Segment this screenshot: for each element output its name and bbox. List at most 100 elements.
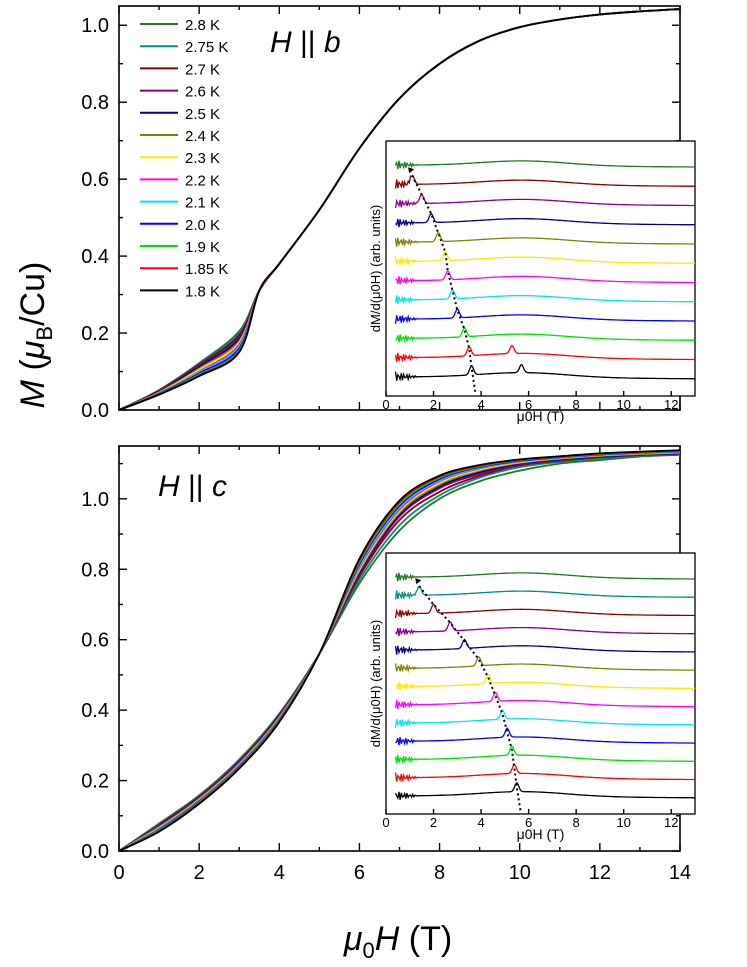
top-inset-traces xyxy=(394,160,695,382)
legend-label: 2.3 K xyxy=(185,150,220,167)
legend-label: 2.1 K xyxy=(185,195,220,212)
x-label-sub: 0 xyxy=(362,938,374,963)
x-tick-label: 8 xyxy=(434,862,445,884)
x-tick-label: 12 xyxy=(589,862,611,884)
bottom-inset-trace xyxy=(394,585,695,600)
top-inset-trace xyxy=(394,251,695,267)
y-axis-label: M (μB/Cu) xyxy=(14,262,57,409)
top-inset-x-tick-label: 2 xyxy=(430,397,437,412)
top-inset: 0 2 4 6 8 10 12 μ0H (T) dM/d(μ0H) (arb. units) xyxy=(368,140,696,424)
top-y-tick-label: 0.8 xyxy=(81,92,109,114)
top-panel: 0.00.20.40.60.81.0 2.8 K2.75 K2.7 K2.6 K2… xyxy=(81,5,696,424)
x-label-unit: (T) xyxy=(399,920,452,958)
top-series-line xyxy=(119,8,680,410)
x-label-mu: μ xyxy=(343,920,363,958)
bottom-inset-trace xyxy=(395,621,695,637)
bottom-annotation-H: H xyxy=(158,470,180,503)
top-inset-x-tick-label: 6 xyxy=(525,397,532,412)
top-y-tick-label: 0.4 xyxy=(81,246,109,268)
bottom-inset-trace xyxy=(394,656,696,674)
top-y-tick-label: 0.0 xyxy=(81,400,109,422)
top-inset-trace xyxy=(394,174,695,189)
legend-label: 1.8 K xyxy=(185,283,220,300)
x-tick-label: 10 xyxy=(509,862,531,884)
bottom-inset-x-tick-label: 8 xyxy=(573,815,580,830)
top-annotation-rel: || xyxy=(292,26,324,59)
x-tick-label: 4 xyxy=(274,862,285,884)
bottom-inset-x-tick-label: 6 xyxy=(525,815,532,830)
bottom-inset-trace xyxy=(395,727,695,746)
x-tick-label: 14 xyxy=(669,862,691,884)
legend-label: 2.75 K xyxy=(185,39,228,56)
top-inset-x-tick-label: 12 xyxy=(664,397,678,412)
top-inset-trace xyxy=(395,326,695,344)
bottom-series-group xyxy=(119,449,680,851)
bottom-series-line xyxy=(119,449,680,851)
x-axis-label: μ0H (T) xyxy=(343,920,452,963)
legend-label: 2.5 K xyxy=(185,106,220,123)
bottom-inset-trace xyxy=(394,691,695,710)
legend-label: 2.8 K xyxy=(185,17,220,34)
x-tick-label: 0 xyxy=(113,862,124,884)
top-inset-x-tick-label: 4 xyxy=(477,397,484,412)
y-label-close: /Cu) xyxy=(14,262,52,326)
bottom-inset-trace xyxy=(395,674,695,691)
top-inset-trace xyxy=(394,308,695,324)
top-y-tick-label: 1.0 xyxy=(81,15,109,37)
top-inset-trace xyxy=(395,270,695,285)
y-label-M: M xyxy=(14,379,52,408)
x-tick-label: 6 xyxy=(354,862,365,884)
top-inset-trace xyxy=(395,212,695,228)
bottom-inset-trace xyxy=(394,781,695,801)
bottom-inset: 0 2 4 6 8 10 12 μ0H (T) dM/d(μ0H) (arb. units) xyxy=(368,552,696,842)
bottom-inset-trace xyxy=(394,603,695,619)
top-annotation: H || b xyxy=(270,26,341,59)
bottom-inset-xlabel: μ0H (T) xyxy=(517,826,565,842)
bottom-y-tick-label: 0.4 xyxy=(81,700,109,722)
bottom-inset-trace xyxy=(394,638,695,655)
bottom-y-tick-label: 0.2 xyxy=(81,771,109,793)
bottom-inset-x-tick-label: 10 xyxy=(616,815,630,830)
bottom-inset-x-tick-label: 4 xyxy=(477,815,484,830)
top-series-group xyxy=(119,8,680,410)
top-inset-trace xyxy=(394,289,695,305)
top-inset-trace xyxy=(394,193,695,209)
top-annotation-H: H xyxy=(270,26,292,59)
x-label-H: H xyxy=(375,920,400,958)
top-inset-xlabel: μ0H (T) xyxy=(517,408,565,424)
bottom-y-tick-label: 1.0 xyxy=(81,489,109,511)
legend-label: 2.7 K xyxy=(185,61,220,78)
bottom-inset-trace xyxy=(394,572,695,582)
top-inset-trace xyxy=(394,160,695,170)
top-inset-trace xyxy=(394,344,695,363)
bottom-inset-trace xyxy=(394,745,695,765)
y-label-sub: B xyxy=(32,326,57,341)
legend-label: 2.2 K xyxy=(185,172,220,189)
bottom-inset-trace xyxy=(394,709,695,728)
legend-label: 2.4 K xyxy=(185,128,220,145)
bottom-annotation-axis: c xyxy=(212,470,227,503)
top-inset-ylabel: dM/d(μ0H) (arb. units) xyxy=(368,205,383,332)
bottom-inset-x-tick-label: 12 xyxy=(664,815,678,830)
bottom-y-tick-label: 0.6 xyxy=(81,630,109,652)
bottom-inset-trace xyxy=(394,763,695,783)
top-inset-guide xyxy=(411,174,477,395)
bottom-inset-ylabel: dM/d(μ0H) (arb. units) xyxy=(368,620,383,747)
top-inset-x-tick-label: 8 xyxy=(573,397,580,412)
legend-label: 2.6 K xyxy=(185,84,220,101)
top-inset-trace xyxy=(394,231,695,248)
bottom-annotation-rel: || xyxy=(180,470,212,503)
bottom-inset-x-tick-label: 2 xyxy=(430,815,437,830)
bottom-annotation: H || c xyxy=(158,470,227,503)
top-inset-x-tick-label: 0 xyxy=(382,397,389,412)
legend: 2.8 K 2.75 K 2.7 K 2.6 K 2.5 K 2.4 K 2.3 K 2.2 … xyxy=(140,17,228,300)
y-label-mu: μ xyxy=(14,340,52,360)
top-y-tick-label: 0.6 xyxy=(81,169,109,191)
bottom-y-tick-label: 0.8 xyxy=(81,559,109,581)
bottom-inset-traces xyxy=(394,572,696,801)
bottom-inset-x-tick-label: 0 xyxy=(382,815,389,830)
bottom-y-tick-label: 0.0 xyxy=(81,841,109,863)
top-annotation-axis: b xyxy=(324,26,341,59)
bottom-panel: 0 2 4 6 8 10 12 14 0.0 0.2 0.4 0.6 0.8 1.0 0 2 4 6 8 10 12 μ0… xyxy=(81,445,696,884)
